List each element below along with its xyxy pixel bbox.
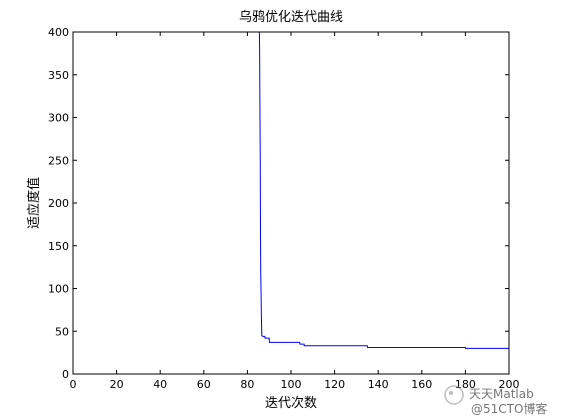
y-axis-label: 适应度值	[26, 177, 42, 229]
x-tick-label: 80	[240, 378, 254, 391]
watermark-line2: @51CTO博客	[471, 401, 547, 416]
y-tick-label: 0	[62, 368, 69, 381]
series-line-0	[258, 31, 509, 349]
ticks-layer: 0 20 40 60 80 100 120 140 160 180 2000501001502002…	[48, 26, 520, 391]
watermark: 天天Matlab @51CTO博客	[444, 385, 547, 416]
watermark-logo-dot-icon	[449, 391, 453, 395]
y-tick-label: 400	[48, 26, 69, 39]
x-tick-label: 0	[70, 378, 77, 391]
y-tick-label: 150	[48, 240, 69, 253]
x-tick-label: 160	[411, 378, 432, 391]
x-tick-label: 20	[110, 378, 124, 391]
series-layer	[258, 31, 509, 349]
y-tick-label: 100	[48, 283, 69, 296]
x-tick-label: 200	[499, 378, 520, 391]
x-tick-label: 120	[324, 378, 345, 391]
x-tick-label: 140	[368, 378, 389, 391]
plot-area	[73, 32, 509, 374]
x-axis-label: 迭代次数	[265, 395, 317, 411]
x-tick-label: 60	[197, 378, 211, 391]
x-tick-label: 100	[281, 378, 302, 391]
y-tick-label: 250	[48, 154, 69, 167]
y-tick-label: 200	[48, 197, 69, 210]
y-tick-label: 300	[48, 112, 69, 125]
y-tick-label: 350	[48, 69, 69, 82]
watermark-logo-icon	[444, 385, 464, 405]
y-tick-label: 50	[55, 325, 69, 338]
chart-title: 乌鸦优化迭代曲线	[239, 9, 343, 25]
watermark-line1: 天天Matlab	[469, 387, 534, 401]
x-tick-label: 40	[153, 378, 167, 391]
